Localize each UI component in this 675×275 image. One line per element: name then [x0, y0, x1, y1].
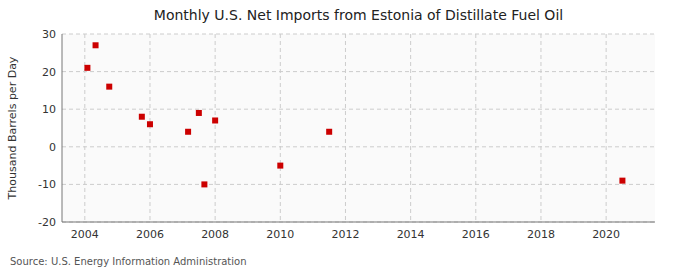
grid: [62, 34, 655, 222]
x-grid-line: [606, 34, 607, 222]
title: Monthly U.S. Net Imports from Estonia of…: [154, 7, 563, 23]
y-tick-label: 0: [49, 141, 56, 154]
x-tick-label: 2010: [266, 228, 294, 241]
x-tick-label: 2012: [331, 228, 359, 241]
x-tick-label: 2016: [462, 228, 490, 241]
x-tick-label: 2004: [71, 228, 99, 241]
y-grid-line: [62, 34, 655, 35]
point: [326, 129, 332, 135]
y-tick-label: 20: [42, 66, 56, 79]
x-tick-label: 2018: [527, 228, 555, 241]
points: [84, 42, 625, 187]
x-tick-label: 2008: [201, 228, 229, 241]
point: [185, 129, 191, 135]
chart: -20 -10 0 10 20 30 2004 2006 2008 2010 2012 2014 201…: [0, 0, 675, 275]
point: [277, 163, 283, 169]
x-grid-line: [215, 34, 216, 222]
y-grid-line: [62, 184, 655, 185]
source-note: Source: U.S. Energy Information Administ…: [10, 256, 247, 267]
y-tick-label: -20: [38, 216, 56, 229]
point: [201, 181, 207, 187]
y-tick-label: 30: [42, 28, 56, 41]
x-tick-label: 2014: [397, 228, 425, 241]
point: [196, 110, 202, 116]
y-grid-line: [62, 146, 655, 147]
point: [106, 84, 112, 90]
y-grid-line: [62, 222, 655, 223]
point: [139, 114, 145, 120]
y-tick-label: 10: [42, 103, 56, 116]
x-tick-label: 2020: [592, 228, 620, 241]
y-axis-line: [62, 34, 63, 222]
point: [147, 121, 153, 127]
point: [84, 65, 90, 71]
x-axis-line: [62, 222, 655, 223]
point: [212, 117, 218, 123]
y-grid-line: [62, 109, 655, 110]
y-grid-line: [62, 71, 655, 72]
point: [93, 42, 99, 48]
x-grid-line: [149, 34, 150, 222]
y-tick-label: -10: [38, 178, 56, 191]
x-grid-line: [410, 34, 411, 222]
x-grid-line: [345, 34, 346, 222]
x-grid-line: [84, 34, 85, 222]
x-grid-line: [475, 34, 476, 222]
point: [619, 178, 625, 184]
y-axis-label: Thousand Barrels per Day: [6, 56, 19, 200]
x-grid-line: [540, 34, 541, 222]
x-grid-line: [280, 34, 281, 222]
plot-area: [62, 34, 655, 222]
x-tick-label: 2006: [136, 228, 164, 241]
